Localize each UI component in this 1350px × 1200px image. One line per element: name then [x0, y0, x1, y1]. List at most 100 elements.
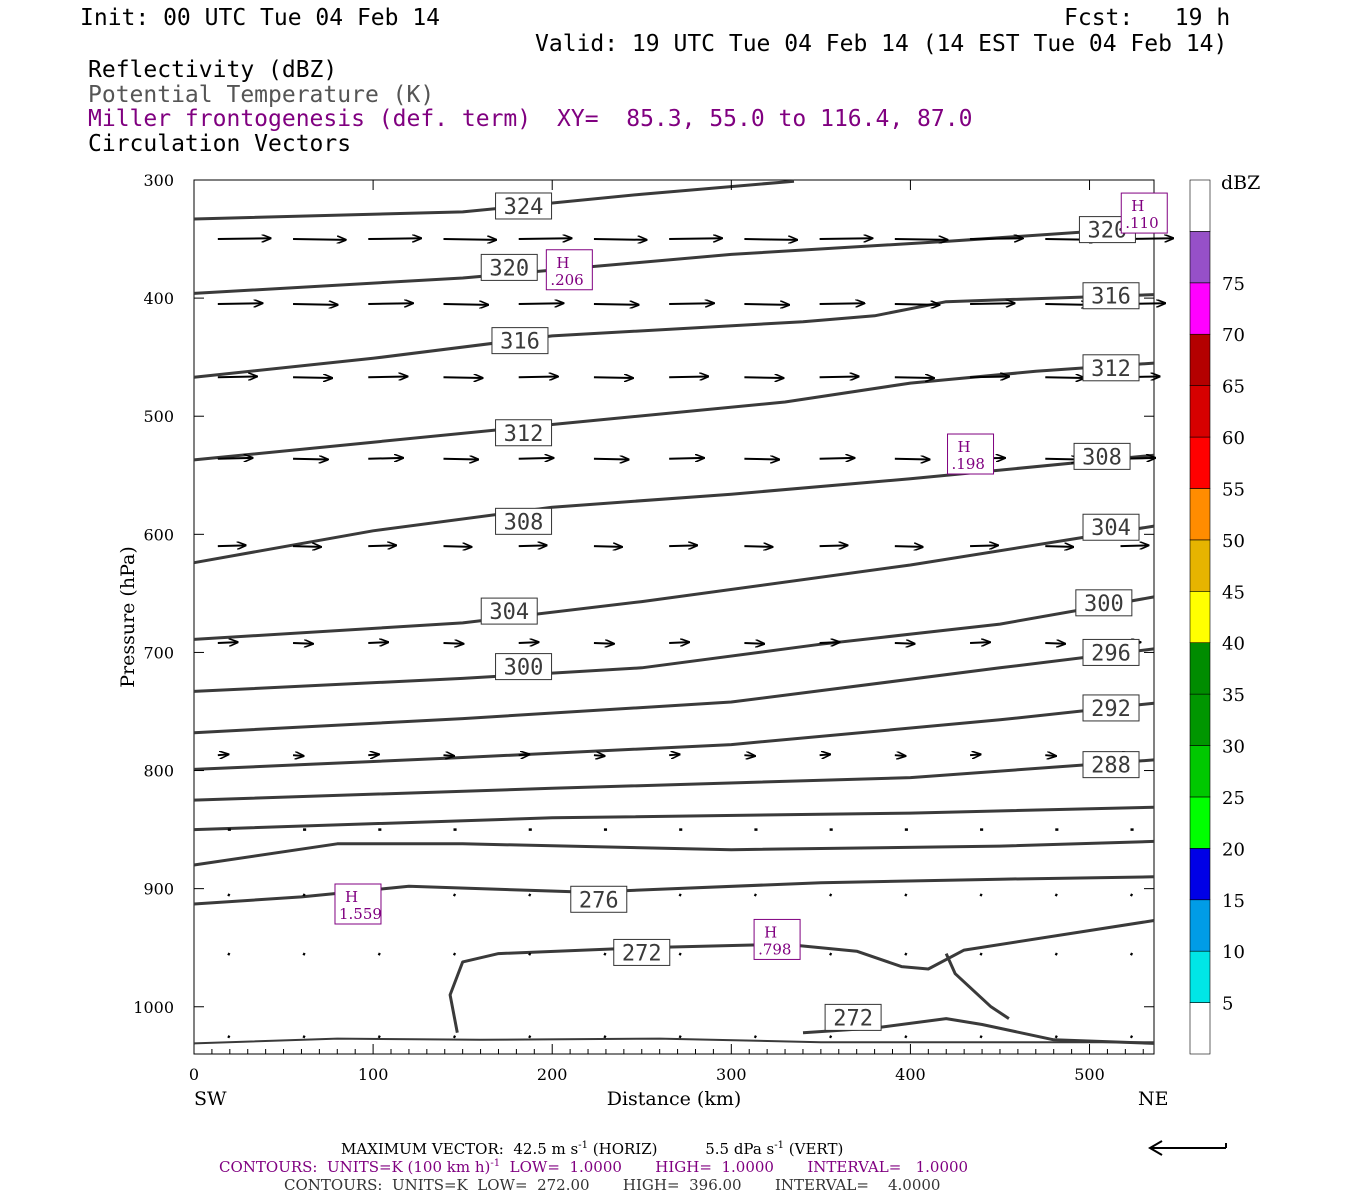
vector-3-1 — [293, 459, 328, 460]
contour-label-2: 320 — [1088, 219, 1128, 244]
theta-contour-268-16 — [193, 1037, 1154, 1045]
high-box-1 — [334, 883, 382, 925]
colorbar-cell-16 — [1189, 179, 1211, 232]
contour-label-box-13 — [1082, 638, 1140, 666]
vector-5-10 — [970, 642, 990, 643]
vector-3-5 — [593, 459, 629, 460]
theta-contour-312-3 — [193, 361, 1155, 462]
vector-4-11 — [1045, 546, 1073, 547]
contour-label-16: 276 — [579, 888, 619, 913]
vector-dot-9-3 — [452, 952, 457, 956]
vector-dot-9-4 — [528, 952, 532, 956]
max-vector-horiz-exp: -1 — [578, 1140, 588, 1151]
max-vector-vert: 5.5 dPa s — [705, 1140, 775, 1158]
vector-4-5 — [593, 546, 622, 547]
vector-5-6 — [669, 642, 689, 643]
y-tick-label-5: 800 — [143, 762, 174, 781]
colorbar-label-8: 45 — [1222, 582, 1245, 603]
contour-label-1: 320 — [489, 256, 529, 281]
theta-contour-324-0 — [193, 179, 795, 221]
contour-label-box-3 — [491, 327, 549, 355]
colorbar-cell-7 — [1189, 642, 1211, 695]
vector-6-7 — [744, 755, 755, 756]
plot-frame — [193, 179, 1155, 1055]
vector-6-10 — [969, 754, 981, 755]
colorbar-cell-6 — [1189, 693, 1211, 746]
contour-label-box-0 — [495, 192, 553, 220]
vector-dot-9-1 — [302, 952, 306, 956]
contour-label-5: 312 — [504, 422, 544, 447]
vector-1-3 — [443, 304, 488, 305]
max-vector-horiz-tag: (HORIZ) — [592, 1140, 658, 1158]
max-vector-line: MAXIMUM VECTOR: 42.5 m s-1 (HORIZ) 5.5 d… — [341, 1140, 843, 1158]
x-tick-label-2: 200 — [537, 1065, 568, 1084]
vector-3-4 — [518, 458, 554, 459]
vector-1-6 — [669, 303, 714, 304]
x-end-right: NE — [1138, 1088, 1169, 1110]
high-letter-2: H — [764, 923, 777, 941]
vector-dot-10-6 — [678, 1035, 682, 1039]
vector-3-2 — [368, 458, 403, 459]
vector-1-10 — [970, 303, 1015, 304]
x-tick-label-1: 100 — [358, 1065, 389, 1084]
vector-5-7 — [744, 643, 764, 644]
theta-contour-308-4 — [193, 453, 1155, 565]
colorbar-label-6: 35 — [1222, 685, 1245, 706]
high-box-0 — [545, 249, 593, 291]
vector-6-11 — [1045, 755, 1056, 756]
vector-2-3 — [443, 377, 482, 378]
high-value-4: .110 — [1125, 214, 1158, 232]
vector-2-6 — [669, 376, 708, 377]
vector-dot-10-3 — [452, 1035, 457, 1039]
vector-3-3 — [443, 459, 478, 460]
contour-label-box-9 — [1082, 513, 1140, 541]
max-vector-vert-tag: (VERT) — [788, 1140, 844, 1158]
contours-frontogenesis-exp: -1 — [490, 1158, 501, 1169]
vector-1-7 — [744, 304, 789, 305]
colorbar-label-12: 65 — [1222, 377, 1245, 398]
colorbar-label-5: 30 — [1222, 737, 1245, 758]
high-box-4 — [1120, 192, 1168, 234]
field-reflectivity: Reflectivity (dBZ) — [88, 57, 338, 83]
vector-6-0 — [217, 754, 229, 755]
contour-labels: 324 320 320 316 316 312 312 308 308 304 304 300 300 2… — [480, 192, 1140, 1031]
contour-label-box-5 — [495, 419, 553, 447]
high-letter-4: H — [1131, 197, 1144, 215]
vector-0-7 — [744, 239, 797, 240]
contour-label-box-16 — [570, 885, 628, 913]
vector-0-3 — [443, 239, 496, 240]
contour-label-box-12 — [495, 653, 553, 681]
vector-0-6 — [669, 238, 722, 239]
colorbar-cell-11 — [1189, 436, 1211, 489]
vector-4-9 — [894, 546, 923, 547]
high-value-1: 1.559 — [339, 905, 382, 923]
vector-dot-10-7 — [753, 1035, 757, 1039]
vector-dot-9-2 — [377, 952, 381, 956]
vector-6-5 — [593, 755, 605, 756]
vector-2-9 — [894, 377, 934, 378]
vector-0-0 — [217, 238, 271, 239]
colorbar-label-14: 75 — [1222, 274, 1245, 295]
vector-1-5 — [593, 304, 639, 305]
vector-3-8 — [819, 458, 855, 459]
high-box-3 — [947, 433, 995, 475]
vector-dot-8-0 — [227, 893, 231, 897]
contour-label-box-7 — [1073, 442, 1131, 470]
vector-dot-9-0 — [227, 952, 231, 956]
vector-2-0 — [217, 376, 257, 377]
vector-dot-10-5 — [603, 1035, 607, 1039]
vector-1-8 — [819, 303, 865, 304]
vector-2-7 — [744, 377, 783, 378]
high-value-2: .798 — [758, 940, 791, 958]
colorbar-cell-1 — [1189, 950, 1211, 1003]
vector-0-10 — [970, 238, 1023, 239]
contour-label-6: 312 — [1091, 357, 1131, 382]
vector-2-11 — [1045, 377, 1084, 378]
contour-label-0: 324 — [504, 195, 544, 220]
vector-3-6 — [669, 458, 704, 459]
colorbar-cell-3 — [1189, 848, 1211, 901]
y-tick-label-7: 1000 — [133, 998, 174, 1017]
contour-label-box-4 — [1082, 282, 1140, 310]
vector-6-6 — [669, 754, 680, 755]
